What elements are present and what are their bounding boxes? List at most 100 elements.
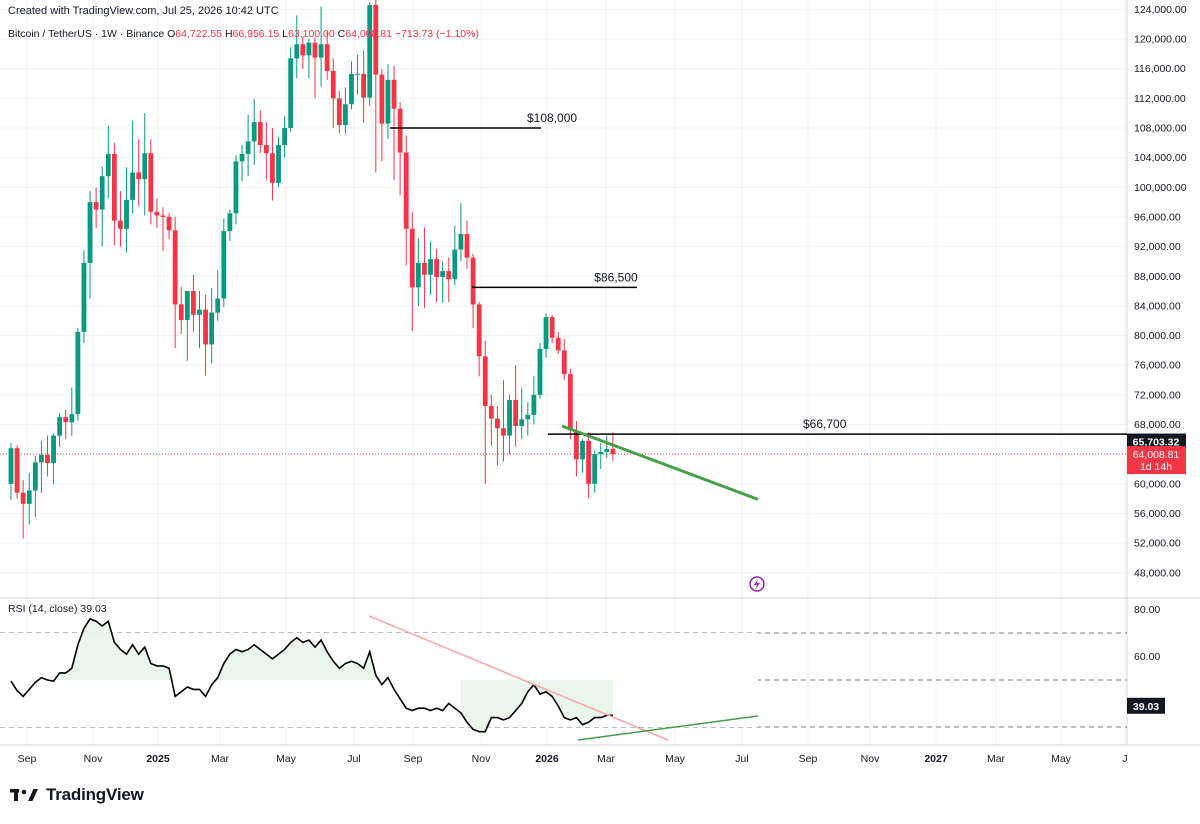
candle-body bbox=[318, 44, 324, 58]
time-tick-label: Nov bbox=[472, 753, 491, 765]
candle-body bbox=[209, 312, 215, 345]
candle-body bbox=[397, 108, 403, 153]
candle-body bbox=[464, 234, 470, 258]
candle-body bbox=[379, 74, 385, 124]
candle-body bbox=[233, 161, 239, 214]
symbol-title: Bitcoin / TetherUS · 1W · Binance bbox=[8, 28, 165, 40]
candle-body bbox=[136, 172, 142, 180]
candle-body bbox=[367, 4, 373, 98]
candle-body bbox=[391, 79, 397, 109]
candle-body bbox=[549, 317, 555, 338]
tradingview-logo-icon bbox=[10, 789, 38, 801]
candle-body bbox=[409, 228, 415, 288]
rsi-lower-fill bbox=[460, 680, 613, 732]
candle-body bbox=[221, 231, 227, 299]
candle-body bbox=[555, 337, 561, 351]
candle-body bbox=[513, 400, 519, 426]
price-tick-label: 80,000.00 bbox=[1134, 330, 1181, 342]
ohlc-h-value: 66,956.15 bbox=[232, 28, 280, 40]
candle-body bbox=[385, 79, 391, 124]
ohlc-o-value: 64,722.55 bbox=[175, 28, 223, 40]
candle-body bbox=[306, 42, 312, 56]
price-tick-label: 76,000.00 bbox=[1134, 360, 1181, 372]
candle-body bbox=[26, 490, 32, 504]
candle-body bbox=[415, 262, 421, 288]
candle-body bbox=[446, 271, 452, 280]
rsi-tick-label: 60.00 bbox=[1134, 651, 1160, 663]
rsi-value: 39.03 bbox=[80, 603, 107, 615]
candle-body bbox=[111, 153, 117, 221]
candle-body bbox=[172, 230, 178, 305]
price-tick-label: 96,000.00 bbox=[1134, 211, 1181, 223]
time-tick-label: Mar bbox=[597, 753, 616, 765]
rsi-value-tag bbox=[1127, 697, 1165, 714]
ohlc-change: −713.73 (−1.10%) bbox=[394, 28, 479, 40]
candle-body bbox=[57, 417, 63, 436]
time-tick-label: Sep bbox=[18, 753, 37, 765]
rsi-tick-label: 80.00 bbox=[1134, 604, 1160, 616]
candle-body bbox=[343, 104, 348, 126]
candle-body bbox=[598, 451, 604, 455]
candle-body bbox=[349, 73, 354, 105]
candle-body bbox=[45, 454, 50, 464]
last-price-tag-text: 64,008.81 bbox=[1133, 449, 1180, 461]
price-tick-label: 124,000.00 bbox=[1134, 4, 1187, 16]
time-tick-label: J bbox=[1122, 753, 1127, 765]
candle-body bbox=[257, 122, 263, 146]
price-tick-label: 72,000.00 bbox=[1134, 389, 1181, 401]
candle-body bbox=[32, 462, 38, 491]
price-tick-label: 100,000.00 bbox=[1134, 182, 1187, 194]
candle-body bbox=[39, 454, 44, 463]
candle-body bbox=[105, 153, 111, 177]
price-tick-label: 112,000.00 bbox=[1134, 93, 1186, 105]
candle-body bbox=[440, 271, 446, 278]
candle-body bbox=[324, 44, 330, 71]
brand-logo: TradingView bbox=[10, 785, 144, 805]
ohlc-h-label: H bbox=[224, 28, 233, 40]
candle-body bbox=[604, 448, 610, 452]
ohlc-l-label: L bbox=[282, 28, 289, 40]
candle-body bbox=[610, 448, 616, 455]
level-label: $108,000 bbox=[527, 111, 577, 125]
candle-body bbox=[69, 414, 75, 423]
candle-body bbox=[288, 58, 294, 129]
candle-body bbox=[282, 128, 287, 146]
time-tick-label: Mar bbox=[987, 753, 1006, 765]
candle-body bbox=[191, 291, 196, 315]
candle-body bbox=[154, 211, 160, 216]
candle-body bbox=[203, 309, 208, 345]
candle-body bbox=[276, 145, 281, 183]
candle-body bbox=[251, 122, 257, 142]
ohlc-c-value: 64,008.81 bbox=[345, 28, 392, 40]
price-tick-label: 52,000.00 bbox=[1134, 538, 1181, 550]
time-tick-label: May bbox=[1051, 753, 1072, 765]
level-label: $66,700 bbox=[803, 417, 847, 431]
time-tick-label: Sep bbox=[404, 753, 423, 765]
price-tick-label: 108,000.00 bbox=[1134, 123, 1187, 135]
candle-body bbox=[263, 145, 269, 154]
candle-body bbox=[361, 73, 367, 98]
price-tick-label: 60,000.00 bbox=[1134, 478, 1181, 490]
candle-body bbox=[215, 298, 221, 313]
time-tick-label: 2026 bbox=[535, 753, 559, 765]
candle-body bbox=[403, 152, 409, 229]
candle-body bbox=[488, 405, 494, 419]
candle-body bbox=[373, 4, 379, 75]
candle-body bbox=[312, 42, 318, 58]
time-tick-label: Mar bbox=[211, 753, 230, 765]
candle-body bbox=[543, 317, 549, 349]
candle-body bbox=[592, 454, 598, 484]
candle-body bbox=[428, 259, 433, 275]
price-tick-label: 116,000.00 bbox=[1134, 63, 1186, 75]
level-price-tag bbox=[1127, 433, 1186, 450]
time-tick-label: 2025 bbox=[146, 753, 170, 765]
time-tick-label: Jul bbox=[735, 753, 748, 765]
candle-body bbox=[482, 356, 488, 406]
candle-body bbox=[184, 291, 190, 320]
time-tick-label: May bbox=[276, 753, 297, 765]
candle-body bbox=[495, 418, 500, 429]
candle-body bbox=[294, 44, 300, 59]
candle-body bbox=[531, 394, 537, 415]
candle-body bbox=[239, 153, 245, 162]
